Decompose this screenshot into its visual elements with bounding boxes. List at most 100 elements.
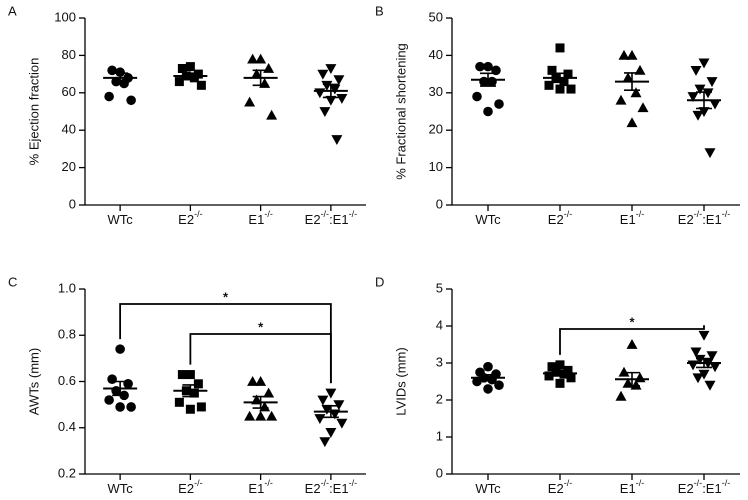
point (687, 360, 699, 371)
x-tick-text: E2 (305, 212, 321, 227)
y-tick-label: 30 (429, 84, 443, 99)
y-tick-label: 80 (62, 47, 76, 62)
x-tick-text: E2 (678, 212, 694, 227)
point (483, 384, 493, 394)
x-tick-superscript: -/- (349, 209, 358, 219)
point (111, 76, 121, 87)
point (263, 62, 275, 73)
point (107, 374, 117, 384)
sem-bar (480, 72, 496, 87)
point (266, 410, 278, 421)
x-tick-text: WTc (107, 481, 133, 496)
point (555, 378, 565, 388)
x-tick-text: E1 (620, 481, 636, 496)
y-tick-label: 0 (436, 465, 443, 480)
sem-bar (480, 374, 496, 382)
sem-bar (182, 72, 199, 80)
x-tick-label: E2-/- (178, 209, 202, 227)
x-tick-superscript: -/- (636, 478, 645, 488)
significance-bracket (559, 325, 705, 355)
point (319, 107, 331, 117)
y-tick-label: 1.0 (58, 280, 76, 295)
point (483, 106, 493, 117)
point (494, 380, 504, 391)
x-tick-text: E1 (248, 212, 264, 227)
x-tick-text: WTc (475, 481, 501, 496)
sem-bar (624, 72, 640, 91)
y-tick-label: 0.6 (58, 373, 76, 388)
point (266, 109, 278, 120)
point (626, 339, 638, 349)
point (336, 94, 348, 104)
x-tick-label: WTc (107, 212, 133, 227)
point (319, 437, 331, 448)
point (692, 110, 704, 121)
point (475, 61, 485, 72)
panel-label: C (8, 274, 17, 289)
point (104, 395, 114, 405)
point (189, 73, 199, 83)
point (126, 402, 136, 412)
point (325, 64, 337, 74)
point (115, 344, 125, 354)
point (263, 387, 275, 398)
x-tick-label: E1-/- (620, 209, 644, 227)
x-tick-label: E1-/- (248, 209, 272, 227)
sem-bar (552, 72, 568, 84)
x-tick-superscript: -/- (564, 209, 573, 219)
point (698, 330, 710, 341)
point (174, 397, 184, 407)
point (626, 49, 638, 60)
x-tick-superscript: -/- (564, 478, 573, 488)
x-tick-text: E2 (678, 481, 694, 496)
sem-bar (696, 91, 712, 110)
point (690, 65, 702, 76)
sem-bar (552, 370, 568, 377)
significance-bracket (119, 303, 332, 384)
y-tick-label: 50 (429, 9, 443, 24)
significance-label: * (223, 289, 229, 304)
x-tick-text: E1 (620, 212, 636, 227)
point (615, 390, 627, 401)
x-tick-superscript: -/- (321, 209, 330, 219)
y-tick-label: 0.2 (58, 465, 76, 480)
point (251, 68, 263, 79)
point (317, 395, 329, 406)
x-tick-label: WTc (475, 481, 501, 496)
point (630, 379, 642, 390)
x-tick-superscript: -/- (694, 478, 703, 488)
point (255, 376, 267, 386)
x-tick-text: :E1 (329, 212, 349, 227)
point (317, 69, 329, 80)
y-tick-label: 4 (436, 317, 443, 332)
y-tick-label: 3 (436, 354, 443, 369)
y-tick-label: 40 (429, 47, 443, 62)
point (615, 94, 627, 105)
y-tick-label: 60 (62, 84, 76, 99)
x-tick-label: E2-/-:E1-/- (305, 478, 357, 496)
x-tick-label: E1-/- (248, 478, 272, 496)
x-tick-superscript: -/- (349, 478, 358, 488)
point (115, 402, 125, 412)
point (472, 91, 482, 102)
y-tick-label: 2 (436, 391, 443, 406)
point (185, 404, 195, 414)
point (115, 67, 125, 78)
point (483, 361, 493, 372)
x-tick-text: WTc (107, 212, 133, 227)
y-tick-label: 5 (436, 280, 443, 295)
point (694, 84, 706, 95)
point (692, 373, 704, 384)
point (555, 84, 565, 94)
x-tick-superscript: -/- (194, 478, 203, 488)
significance-label: * (629, 314, 635, 329)
point (637, 102, 649, 113)
y-tick-label: 1 (436, 428, 443, 443)
point (247, 376, 259, 386)
y-tick-label: 20 (62, 159, 76, 174)
sem-bar (624, 371, 640, 387)
point (196, 80, 206, 90)
point (694, 354, 706, 365)
point (555, 43, 565, 53)
